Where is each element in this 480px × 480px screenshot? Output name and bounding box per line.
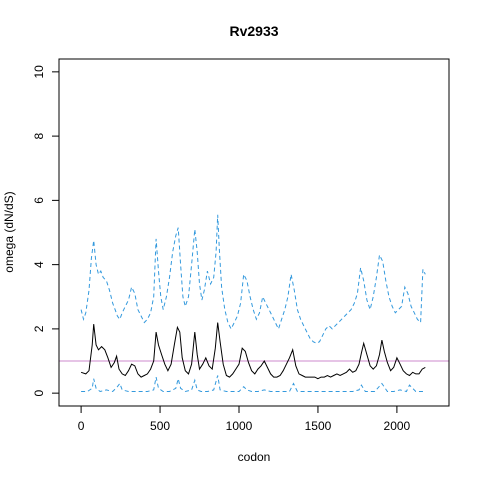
x-tick-label: 1000 xyxy=(226,419,253,433)
y-axis-label: omega (dN/dS) xyxy=(2,191,16,272)
series-line-estimate xyxy=(80,322,426,380)
x-tick-label: 2000 xyxy=(384,419,411,433)
x-axis-label: codon xyxy=(238,450,271,464)
x-tick-label: 1500 xyxy=(305,419,332,433)
chart-title: Rv2933 xyxy=(229,23,278,39)
series-line-lower-bound xyxy=(81,375,426,393)
series-line-upper-bound xyxy=(80,214,426,344)
y-tick-label: 6 xyxy=(32,197,46,204)
y-tick-label: 2 xyxy=(32,325,46,332)
y-axis: 0 2 4 6 8 10 xyxy=(32,65,59,396)
plot-frame xyxy=(58,58,450,407)
x-tick-label: 0 xyxy=(78,419,85,433)
y-tick-label: 4 xyxy=(32,261,46,268)
x-tick-label: 500 xyxy=(150,419,170,433)
plot-area xyxy=(59,214,449,393)
y-tick-label: 0 xyxy=(32,389,46,396)
y-tick-label: 10 xyxy=(32,65,46,79)
y-tick-label: 8 xyxy=(32,132,46,139)
x-axis: 0 500 1000 1500 2000 xyxy=(78,406,411,433)
